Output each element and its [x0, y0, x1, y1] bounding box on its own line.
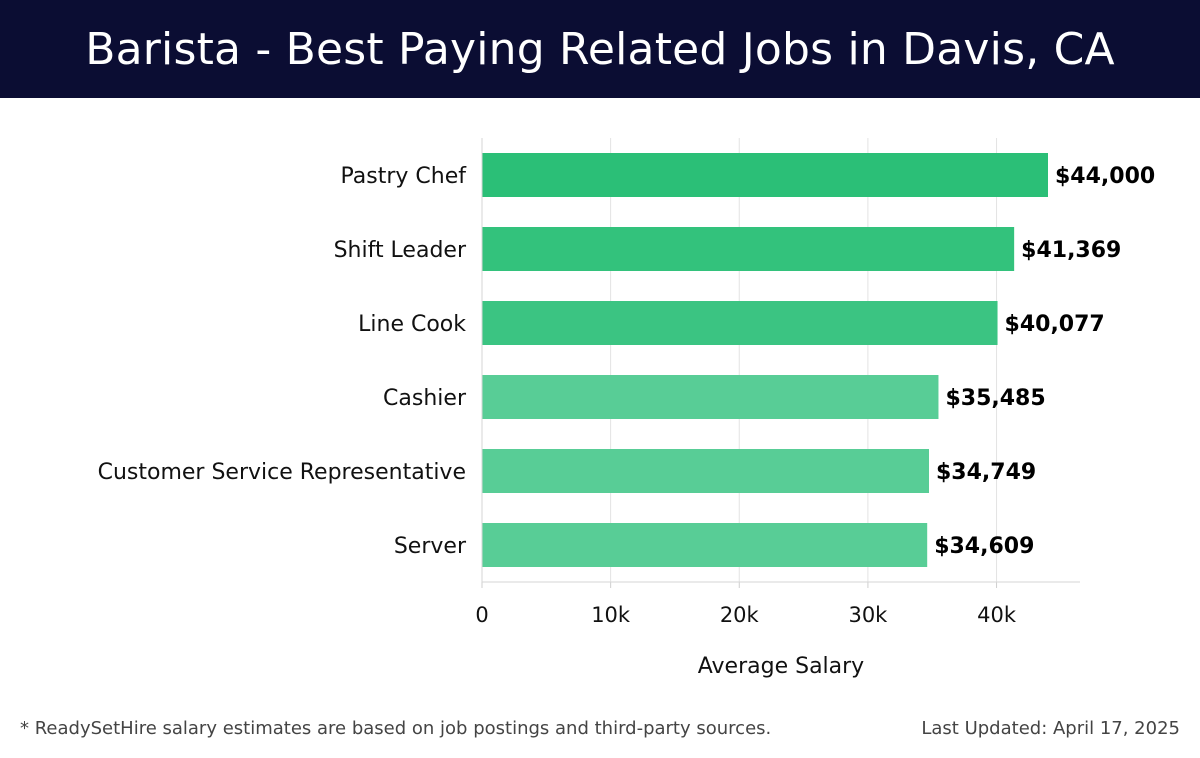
chart-title: Barista - Best Paying Related Jobs in Da…: [85, 23, 1115, 75]
category-label: Customer Service Representative: [98, 460, 466, 485]
value-label: $40,077: [1005, 312, 1105, 337]
value-label: $34,609: [934, 534, 1034, 559]
bar: [482, 301, 998, 345]
bar: [482, 227, 1015, 271]
value-label: $44,000: [1055, 164, 1155, 189]
gridlines: [481, 138, 998, 582]
category-label: Line Cook: [358, 312, 466, 337]
category-label: Shift Leader: [334, 238, 467, 263]
bar: [482, 375, 939, 419]
x-tick-label: 0: [475, 603, 488, 627]
x-tick-label: 20k: [720, 603, 760, 627]
last-updated: Last Updated: April 17, 2025: [921, 718, 1180, 739]
x-tick-label: 10k: [591, 603, 631, 627]
chart-header: Barista - Best Paying Related Jobs in Da…: [0, 0, 1200, 98]
category-label: Cashier: [383, 386, 467, 411]
category-label: Server: [394, 534, 467, 559]
bar: [482, 153, 1048, 197]
value-label: $35,485: [945, 386, 1045, 411]
bar: [482, 449, 929, 493]
bars: Pastry Chef $44,000 Shift Leader $41,369 Lin…: [98, 153, 1155, 567]
axes: 0 10k 20k 30k 40k: [475, 138, 1080, 627]
bar: [482, 523, 928, 567]
x-tick-label: 30k: [848, 603, 888, 627]
x-axis-title: Average Salary: [698, 654, 864, 679]
value-label: $34,749: [936, 460, 1036, 485]
x-tick-label: 40k: [977, 603, 1017, 627]
value-label: $41,369: [1021, 238, 1121, 263]
footer-note: * ReadySetHire salary estimates are base…: [20, 718, 772, 739]
bar-chart: Pastry Chef $44,000 Shift Leader $41,369 Lin…: [98, 138, 1155, 679]
category-label: Pastry Chef: [341, 164, 468, 189]
